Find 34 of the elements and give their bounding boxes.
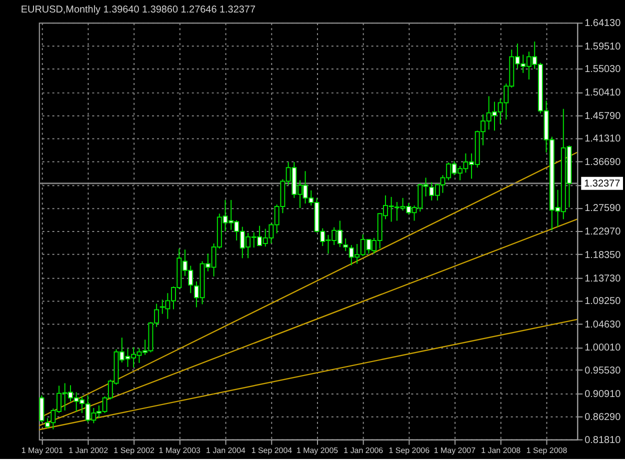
- y-tick-label: 1.22970: [584, 226, 622, 238]
- y-tick-label: 1.13730: [584, 273, 622, 284]
- y-tick-label: 1.18350: [584, 250, 622, 261]
- x-tick-label: 1 May 2005: [296, 446, 339, 455]
- x-tick-label: 1 May 2007: [434, 446, 476, 455]
- chart-title: EURUSD,Monthly 1.39640 1.39860 1.27646 1.32377: [20, 4, 256, 16]
- x-tick-label: 1 Jan 2008: [481, 446, 522, 455]
- x-tick-label: 1 May 2003: [158, 446, 202, 455]
- y-tick-label: 1.41310: [584, 134, 622, 145]
- x-tick-label: 1 Sep 2006: [388, 446, 430, 455]
- x-tick-label: 1 Sep 2002: [114, 446, 156, 455]
- y-tick-label: 1.50410: [584, 88, 622, 99]
- x-tick-label: 1 Jan 2002: [68, 446, 109, 455]
- candlestick: [39, 394, 44, 423]
- y-tick-label: 1.64130: [584, 18, 622, 30]
- x-tick-label: 1 Jan 2006: [344, 446, 384, 455]
- y-tick-label: 1.00010: [584, 342, 622, 354]
- x-tick-label: 1 Sep 2008: [526, 446, 568, 455]
- y-tick-label: 0.90910: [584, 388, 622, 400]
- y-tick-label: 0.95530: [584, 365, 622, 376]
- y-tick-label: 1.09250: [584, 296, 622, 307]
- x-tick-label: 1 Jan 2004: [206, 446, 246, 455]
- x-tick-label: 1 Sep 2004: [251, 446, 293, 455]
- y-tick-label: 1.55030: [584, 64, 622, 76]
- y-tick-label: 1.27590: [584, 203, 622, 214]
- y-tick-label: 1.04630: [584, 319, 622, 330]
- candlestick: [343, 238, 348, 252]
- y-tick-label: 1.45790: [584, 110, 622, 122]
- y-tick-label: 1.36690: [584, 157, 622, 168]
- y-tick-label: 1.59510: [584, 42, 622, 53]
- y-tick-label: 0.81810: [584, 434, 622, 446]
- y-tick-label: 0.86290: [584, 412, 622, 424]
- ref-line-label: 1.32377: [584, 178, 621, 190]
- x-tick-label: 1 May 2001: [21, 446, 64, 455]
